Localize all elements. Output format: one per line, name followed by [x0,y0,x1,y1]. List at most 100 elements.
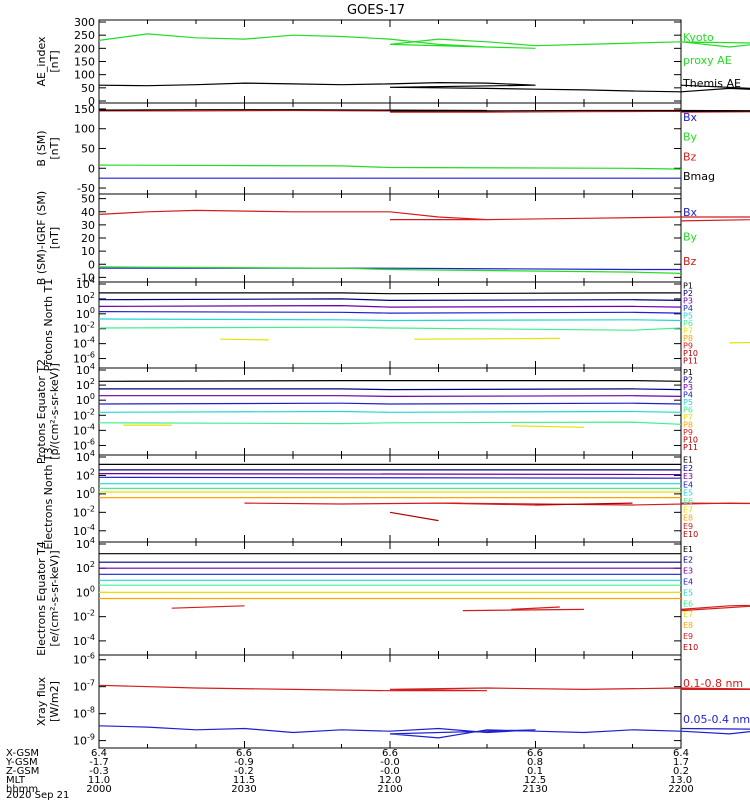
series-line-p6 [99,327,681,330]
y-tick-label: 50 [81,193,95,206]
series-line-e3 [99,474,681,475]
series-line-p7 [414,338,560,339]
y-tick-label: 10 [81,245,95,258]
y-axis-label: Protons North T1 [42,279,55,372]
series-line-p4 [99,312,681,314]
legend-label: E8 [683,621,693,630]
y-tick-label: 102 [76,560,95,575]
y-tick-label: 10-2 [73,504,95,519]
y-tick-label: 250 [74,29,95,42]
y-tick-label: 150 [74,56,95,69]
y-axis-label: Electrons North T3 [42,447,55,549]
legend-label: P11 [683,356,698,365]
y-tick-label: 10-2 [73,321,95,336]
y-tick-label: 102 [76,467,95,482]
legend-label: Bx [683,111,698,124]
series-line-p6 [99,422,681,424]
legend-label: By [683,131,698,144]
y-tick-label: 10-7 [73,679,95,694]
y-axis-label: B (SM)-IGRF (SM)[nT] [35,191,61,285]
legend-label: Bx [683,206,698,219]
y-tick-label: 104 [76,536,95,551]
y-tick-label: 100 [76,306,95,321]
y-tick-label: 30 [81,219,95,232]
y-axis-label: Xray flux[W/m2] [35,676,61,726]
y-tick-label: 10-2 [73,609,95,624]
legend-label: Bz [683,255,697,268]
series-line-p3 [99,396,681,397]
series-line-themis-ae [99,83,750,92]
legend-label: E6 [683,599,693,608]
y-tick-label: 10-6 [73,652,95,667]
legend-label: 0.1-0.8 nm [683,677,743,690]
date-label: 2020 Sep 21 [6,790,69,800]
series-line-e9 [245,503,750,505]
legend-label: 0.05-0.4 nm [683,713,750,726]
legend-label: E1 [683,545,693,554]
y-tick-label: 20 [81,232,95,245]
series-line-0-1-0-8-nm [99,685,750,690]
legend-label: E10 [683,530,698,539]
series-line-e9 [172,606,245,608]
y-tick-label: 50 [81,143,95,156]
y-tick-label: 100 [76,392,95,407]
ephemeris-value: 2100 [377,784,402,795]
y-tick-label: 40 [81,206,95,219]
legend-label: E9 [683,632,693,641]
panel-1: 050100150200250300AE_index[nT]Kyotoproxy… [35,16,750,108]
y-tick-label: 150 [74,103,95,116]
series-line-bz [99,210,750,221]
legend-label: proxy AE [683,54,732,67]
panels: 050100150200250300AE_index[nT]Kyotoproxy… [35,16,750,748]
series-line-p5 [99,412,681,413]
legend-label: Kyoto [683,31,714,44]
y-axis-label: Electrons Equator T4[e/(cm²-s-sr-keV)] [35,541,61,656]
y-tick-label: 0 [88,162,95,175]
plot-title: GOES-17 [347,3,405,18]
y-tick-label: 10-4 [73,422,95,437]
panel-frame [99,282,681,368]
series-line-p7 [220,339,268,340]
y-tick-label: 10-8 [73,706,95,721]
y-tick-label: 104 [76,449,95,464]
series-line-p7 [511,426,584,428]
ephemeris-value: 2200 [668,784,693,795]
y-tick-label: 100 [76,486,95,501]
panel-frame [99,455,681,542]
series-line-p2 [99,299,681,301]
legend-label: By [683,230,698,243]
y-tick-label: 102 [76,291,95,306]
legend-label: E4 [683,578,693,587]
ephemeris-value: 2030 [231,784,256,795]
y-tick-label: 102 [76,377,95,392]
y-tick-label: 100 [74,123,95,136]
legend-label: Bmag [683,170,715,183]
y-tick-label: 104 [76,276,95,291]
legend-label: E5 [683,588,693,597]
series-line-e10 [390,512,439,520]
legend-label: Bz [683,150,697,163]
series-line-e9 [511,607,560,609]
legend-label: E2 [683,556,693,565]
y-tick-label: 100 [74,69,95,82]
series-line-p1 [99,381,681,382]
y-tick-label: 300 [74,16,95,29]
series-line-p4 [99,403,681,404]
legend-label: P11 [683,443,698,452]
ephemeris-value: 2000 [86,784,111,795]
y-tick-label: 50 [81,82,95,95]
legend-label: E7 [683,610,693,619]
series-line-kyoto-proxy-ae [99,34,750,48]
y-tick-label: 104 [76,362,95,377]
series-line-p3 [99,306,681,308]
y-tick-label: 10-4 [73,336,95,351]
series-line-p2 [99,389,681,390]
